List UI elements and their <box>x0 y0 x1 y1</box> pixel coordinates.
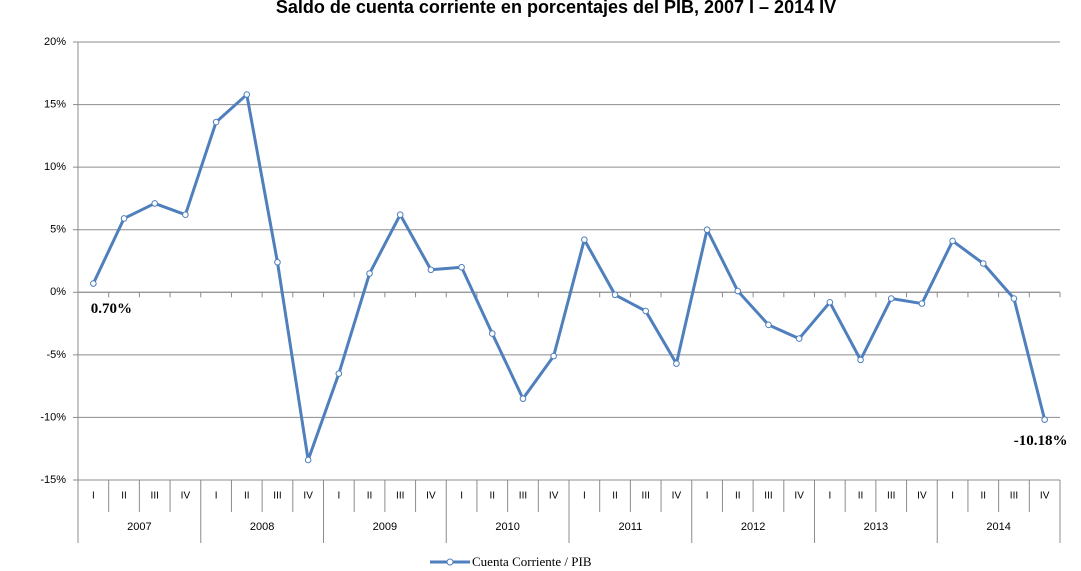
y-tick-label: 0% <box>50 286 66 298</box>
point-marker <box>642 307 650 315</box>
x-group-label: 2014 <box>986 521 1010 533</box>
point-marker <box>979 260 987 267</box>
point-marker <box>274 258 281 266</box>
legend-label: Cuenta Corriente / PIB <box>472 554 592 569</box>
x-tick-label: III <box>1010 491 1018 502</box>
point-marker <box>765 321 772 329</box>
x-tick-label: III <box>273 491 281 502</box>
point-marker <box>182 211 189 218</box>
x-group-label: 2010 <box>495 521 519 533</box>
point-marker <box>611 291 619 299</box>
x-tick-label: II <box>121 491 127 502</box>
x-tick-label: II <box>735 491 741 502</box>
data-label: 0.70% <box>91 301 132 317</box>
x-group-label: 2009 <box>373 521 397 533</box>
x-group-label: 2013 <box>864 521 888 533</box>
x-group-label: 2007 <box>127 521 151 533</box>
y-tick-label: -10% <box>40 411 66 423</box>
point-marker <box>304 456 312 464</box>
x-tick-label: III <box>151 491 159 502</box>
y-tick-label: 15% <box>44 98 66 110</box>
x-tick-label: III <box>764 491 772 502</box>
point-marker <box>151 200 159 207</box>
point-marker <box>918 300 926 307</box>
x-group-label: 2008 <box>250 521 274 533</box>
x-tick-label: I <box>460 491 463 502</box>
point-marker <box>673 360 680 367</box>
point-marker <box>427 266 435 274</box>
x-tick-label: IV <box>549 491 559 502</box>
x-tick-label: IV <box>303 491 313 502</box>
data-label: -10.18% <box>1014 433 1068 449</box>
point-marker <box>212 118 220 126</box>
point-marker <box>120 215 128 222</box>
x-tick-label: I <box>583 491 586 502</box>
x-tick-label: IV <box>1040 491 1050 502</box>
x-tick-label: I <box>92 491 95 502</box>
point-marker <box>949 237 956 245</box>
point-marker <box>550 352 557 360</box>
point-marker <box>366 270 373 277</box>
x-tick-label: IV <box>672 491 682 502</box>
x-tick-label: I <box>337 491 340 502</box>
x-tick-label: I <box>215 491 218 502</box>
point-marker <box>1010 295 1018 302</box>
point-marker <box>1041 416 1048 423</box>
point-marker <box>795 335 803 342</box>
point-marker <box>335 370 343 377</box>
point-marker <box>243 91 251 98</box>
x-tick-label: II <box>612 491 618 502</box>
y-tick-label: 20% <box>44 36 66 48</box>
x-tick-label: III <box>642 491 650 502</box>
series-line <box>91 93 1047 462</box>
x-tick-label: I <box>951 491 954 502</box>
x-tick-label: II <box>858 491 864 502</box>
point-marker <box>581 236 588 244</box>
x-group-label: 2012 <box>741 521 765 533</box>
y-tick-label: -15% <box>40 474 66 486</box>
x-tick-label: III <box>396 491 404 502</box>
x-tick-label: III <box>887 491 895 502</box>
chart-title: Saldo de cuenta corriente en porcentajes… <box>276 0 836 17</box>
point-marker <box>396 211 404 218</box>
x-tick-label: II <box>244 491 250 502</box>
x-tick-label: III <box>519 491 527 502</box>
point-marker <box>488 330 496 337</box>
x-tick-label: I <box>706 491 709 502</box>
point-marker <box>826 298 834 306</box>
point-marker <box>458 263 465 271</box>
x-tick-label: IV <box>917 491 927 502</box>
point-marker <box>734 287 742 295</box>
point-marker <box>703 226 711 234</box>
x-tick-label: II <box>490 491 496 502</box>
point-marker <box>90 280 97 287</box>
y-tick-label: 5% <box>50 224 66 236</box>
y-tick-label: 10% <box>44 161 66 173</box>
point-marker <box>887 295 895 302</box>
x-tick-label: IV <box>794 491 804 502</box>
legend-marker <box>446 558 454 566</box>
point-marker <box>857 356 864 364</box>
point-marker <box>519 395 527 402</box>
x-group-label: 2011 <box>619 521 643 533</box>
x-tick-label: IV <box>181 491 191 502</box>
x-tick-label: IV <box>426 491 436 502</box>
y-tick-label: -5% <box>46 349 66 361</box>
x-tick-label: II <box>981 491 987 502</box>
x-tick-label: II <box>367 491 373 502</box>
x-tick-label: I <box>828 491 831 502</box>
